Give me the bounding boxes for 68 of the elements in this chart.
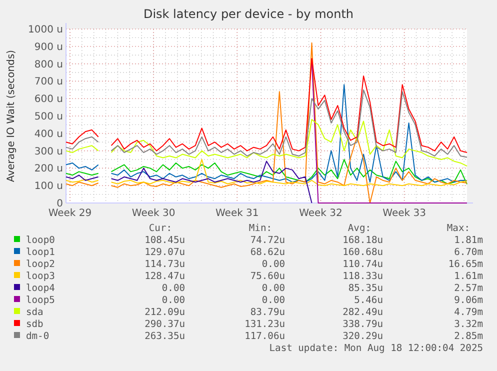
text: 0.00 [262,283,286,294]
text: 1.61m [454,271,484,282]
text: 290.37u [144,319,185,330]
text: 168.18u [342,235,383,246]
text: 1.81m [454,235,484,246]
legend-label: loop2 [26,259,55,270]
x-tick-label: Week 31 [215,208,259,219]
y-tick-label: 1000 u [28,24,63,36]
text: 282.49u [342,307,383,318]
text: 2.85m [454,331,484,342]
y-axis-title: Average IO Wait (seconds) [6,50,17,182]
legend-label: sda [26,307,44,318]
text: 128.47u [144,271,185,282]
text: 110.74u [342,259,383,270]
text: 108.45u [144,235,185,246]
text: 212.09u [144,307,185,318]
text: 129.07u [144,247,185,258]
text: 83.79u [250,307,285,318]
y-tick-label: 600 u [34,94,63,106]
legend-label: loop0 [26,235,56,246]
y-tick-label: 500 u [34,112,63,122]
text: 0.00 [162,283,186,294]
text: Avg: [348,223,371,234]
x-tick-label: Week 32 [299,208,342,219]
y-tick-label: 900 u [34,42,63,53]
text: 68.62u [250,247,285,258]
text: Max: [446,223,470,234]
text: 320.29u [342,331,383,342]
legend-label: loop4 [26,283,56,294]
legend-label: sdb [26,319,44,330]
text: 117.06u [244,331,285,342]
x-tick-label: Week 30 [132,208,176,219]
text: 118.33u [342,271,383,282]
legend-label: loop1 [26,247,56,258]
text: 5.46u [354,295,383,306]
text: 74.72u [250,235,285,246]
legend-label: dm-0 [26,331,50,342]
text: 16.65m [448,259,484,270]
text: 85.35u [348,283,383,294]
y-tick-label: 400 u [34,128,63,140]
legend-label: loop3 [26,271,56,282]
y-tick-label: 200 u [34,164,63,175]
text: 3.32m [454,319,484,330]
text: 75.60u [250,271,285,282]
chart-title: Disk latency per device - by month [143,7,354,21]
text: 0.00 [162,295,186,306]
text: 0.00 [262,259,286,270]
text: Last update: Mon Aug 18 12:00:04 2025 [269,343,483,354]
text: 4.79m [454,307,484,318]
y-tick-label: 800 u [34,59,63,70]
text: 6.70m [454,247,484,258]
text: Cur: [148,223,172,234]
y-tick-label: 300 u [34,146,63,158]
text: 263.35u [144,331,185,342]
text: Min: [248,223,272,234]
y-tick-label: 0 [56,198,63,210]
x-tick-label: Week 33 [382,208,426,219]
text: 114.73u [144,259,185,270]
legend-label: loop5 [26,295,55,306]
text: 0.00 [262,295,286,306]
y-tick-label: 700 u [34,76,63,88]
text: 2.57m [454,283,484,294]
text: 131.23u [244,319,285,330]
text: 160.68u [342,247,383,258]
x-tick-label: Week 29 [48,208,92,219]
text: 9.06m [454,295,484,306]
text: 338.79u [342,319,383,330]
y-tick-label: 100 u [34,181,63,192]
